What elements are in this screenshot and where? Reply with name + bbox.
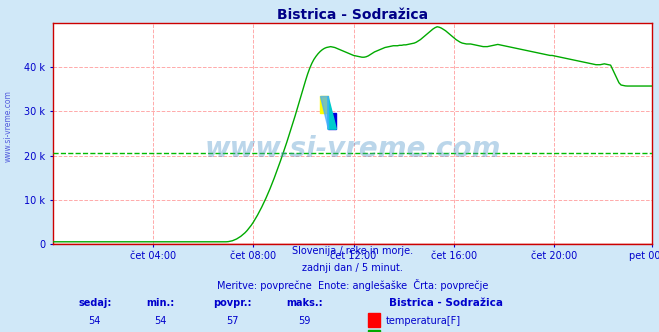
Text: www.si-vreme.com: www.si-vreme.com bbox=[204, 135, 501, 163]
Bar bbox=[368, 330, 380, 332]
Text: temperatura[F]: temperatura[F] bbox=[386, 316, 461, 326]
Text: Slovenija / reke in morje.: Slovenija / reke in morje. bbox=[292, 246, 413, 256]
Bar bbox=[320, 96, 328, 113]
Bar bbox=[328, 113, 336, 129]
Text: 59: 59 bbox=[299, 316, 311, 326]
Bar bbox=[368, 313, 380, 327]
Text: povpr.:: povpr.: bbox=[214, 298, 252, 308]
Text: zadnji dan / 5 minut.: zadnji dan / 5 minut. bbox=[302, 263, 403, 273]
Text: www.si-vreme.com: www.si-vreme.com bbox=[3, 90, 13, 162]
Text: Bistrica - Sodražica: Bistrica - Sodražica bbox=[389, 298, 503, 308]
Text: 54: 54 bbox=[88, 316, 101, 326]
Text: 57: 57 bbox=[227, 316, 239, 326]
Text: 54: 54 bbox=[154, 316, 167, 326]
Text: min.:: min.: bbox=[146, 298, 175, 308]
Title: Bistrica - Sodražica: Bistrica - Sodražica bbox=[277, 8, 428, 22]
Polygon shape bbox=[328, 96, 336, 129]
Polygon shape bbox=[320, 96, 328, 129]
Text: sedaj:: sedaj: bbox=[78, 298, 111, 308]
Text: maks.:: maks.: bbox=[286, 298, 323, 308]
Text: Meritve: povprečne  Enote: anglešaške  Črta: povprečje: Meritve: povprečne Enote: anglešaške Črt… bbox=[217, 279, 488, 290]
